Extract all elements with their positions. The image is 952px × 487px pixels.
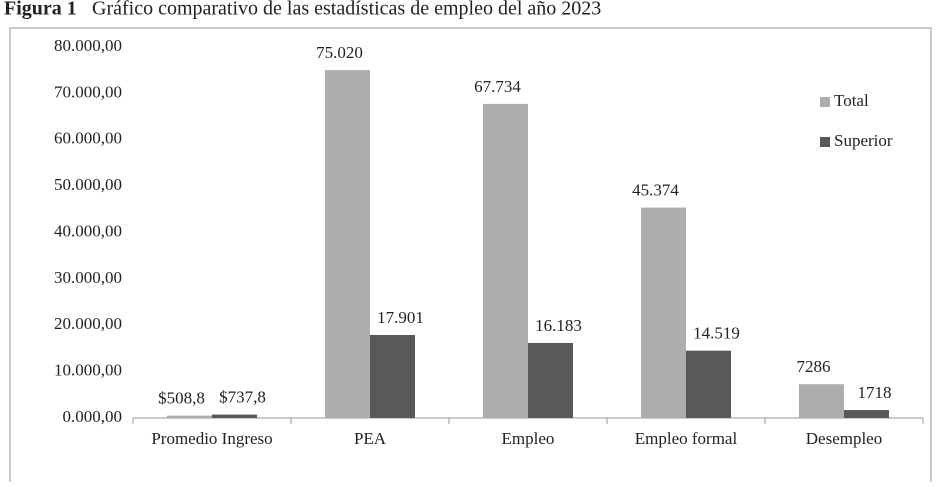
value-label: 45.374	[632, 180, 679, 199]
x-tick-label: Promedio Ingreso	[151, 429, 272, 448]
chart-frame	[9, 27, 932, 487]
value-label: 67.734	[474, 77, 521, 96]
bar	[641, 207, 686, 418]
legend-label: Total	[834, 91, 869, 110]
x-tick-label: Empleo	[502, 429, 555, 448]
value-label: 14.519	[693, 324, 740, 343]
y-tick-label: 50.000,00	[54, 175, 122, 194]
bar	[370, 334, 415, 418]
y-tick-label: 10.000,00	[54, 361, 122, 380]
legend-swatch	[820, 97, 830, 107]
y-tick-label: 0.000,00	[63, 407, 123, 426]
y-tick-label: 70.000,00	[54, 82, 122, 101]
bar	[686, 350, 731, 418]
figure-label: Figura 1	[4, 0, 77, 20]
y-tick-label: 80.000,00	[54, 36, 122, 55]
value-label: 17.901	[377, 308, 424, 327]
value-label: 1718	[858, 383, 892, 402]
x-tick-label: Desempleo	[806, 429, 882, 448]
value-label: $508,8	[158, 389, 205, 408]
value-label: 75.020	[316, 43, 363, 62]
chart-title: Gráfico comparativo de las estadísticas …	[92, 0, 601, 20]
bar	[844, 410, 889, 418]
legend-label: Superior	[834, 131, 893, 150]
y-tick-label: 40.000,00	[54, 221, 122, 240]
x-tick-label: PEA	[354, 429, 387, 448]
y-tick-label: 20.000,00	[54, 314, 122, 333]
legend-swatch	[820, 137, 830, 147]
y-tick-label: 30.000,00	[54, 268, 122, 287]
value-label: 7286	[797, 357, 831, 376]
bar	[799, 384, 844, 418]
bar	[325, 70, 370, 418]
bar	[483, 103, 528, 418]
value-label: 16.183	[535, 316, 582, 335]
bar	[528, 342, 573, 418]
bar	[212, 414, 257, 418]
x-tick-label: Empleo formal	[635, 429, 738, 448]
value-label: $737,8	[219, 387, 266, 406]
bar	[167, 415, 212, 418]
y-tick-label: 60.000,00	[54, 129, 122, 148]
